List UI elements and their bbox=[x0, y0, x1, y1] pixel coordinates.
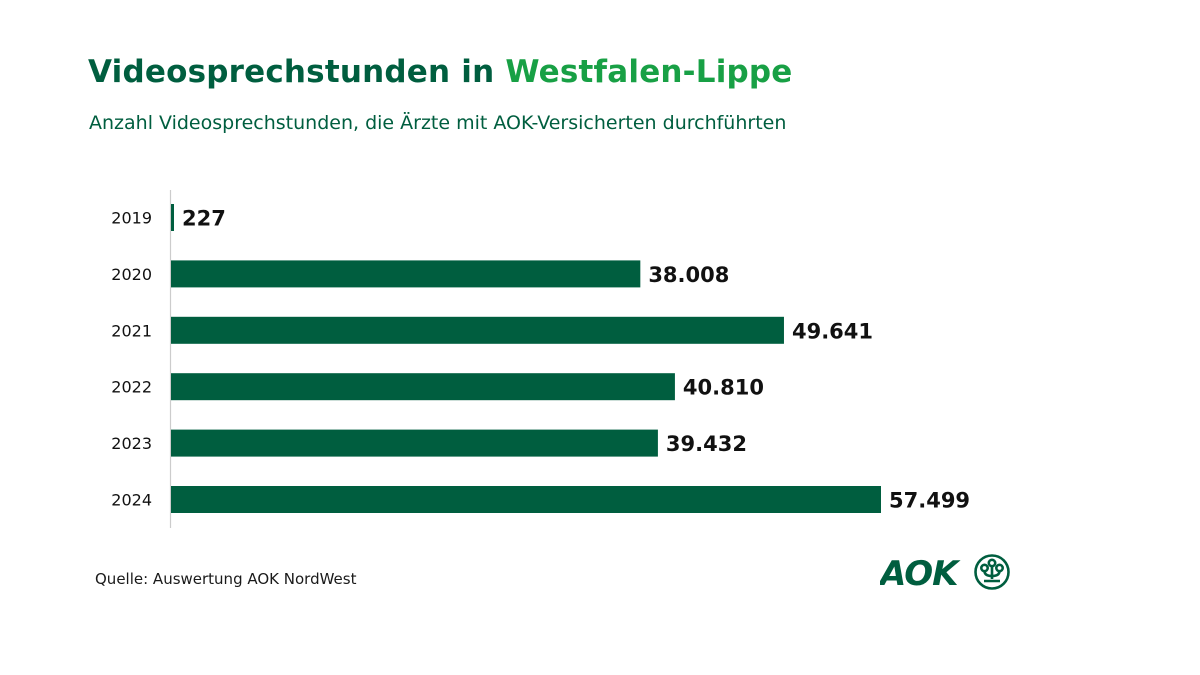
aok-logo-text: AOK bbox=[880, 554, 961, 594]
title-part-2-highlight: Westfalen-Lippe bbox=[505, 54, 793, 90]
chart-subtitle: Anzahl Videosprechstunden, die Ärzte mit… bbox=[89, 112, 787, 134]
category-label: 2023 bbox=[111, 434, 152, 453]
chart-title: Videosprechstunden in Westfalen-Lippe bbox=[88, 54, 793, 90]
value-label: 39.432 bbox=[666, 432, 747, 456]
aok-logo: AOK bbox=[880, 554, 1010, 594]
source-note: Quelle: Auswertung AOK NordWest bbox=[95, 570, 357, 588]
category-label: 2021 bbox=[111, 321, 152, 340]
bar-2022 bbox=[171, 373, 675, 401]
aok-tree-icon bbox=[974, 554, 1010, 590]
category-label: 2022 bbox=[111, 378, 152, 397]
bar-2021 bbox=[171, 316, 784, 344]
bar-2024 bbox=[171, 486, 881, 513]
value-label: 57.499 bbox=[889, 489, 970, 513]
category-label: 2024 bbox=[111, 491, 152, 510]
category-label: 2019 bbox=[111, 209, 152, 228]
value-label: 49.641 bbox=[792, 319, 873, 343]
value-label: 38.008 bbox=[648, 263, 729, 287]
bar-2020 bbox=[171, 260, 641, 288]
bar-2019 bbox=[171, 204, 174, 231]
value-label: 40.810 bbox=[683, 376, 764, 400]
bar-2023 bbox=[171, 429, 658, 457]
category-label: 2020 bbox=[111, 265, 152, 284]
title-part-1: Videosprechstunden in bbox=[88, 54, 506, 90]
value-label: 227 bbox=[182, 207, 226, 231]
